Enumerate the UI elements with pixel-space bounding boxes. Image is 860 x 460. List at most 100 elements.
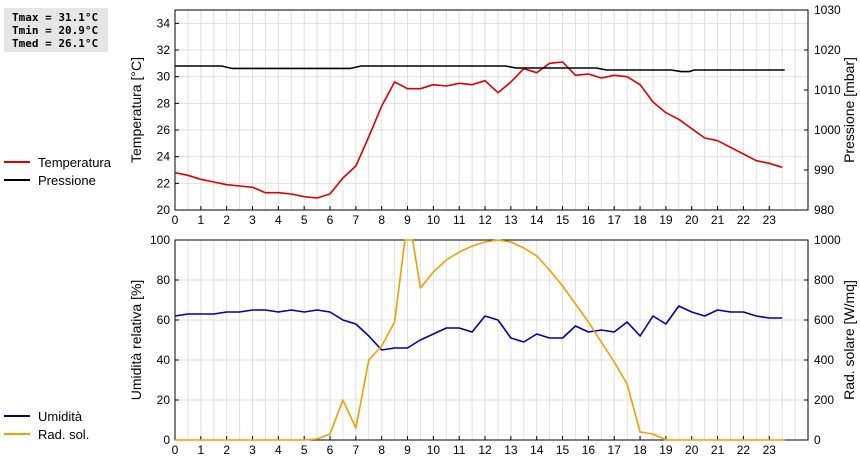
series-line-rad-sol bbox=[175, 239, 785, 441]
x-tick-label: 9 bbox=[404, 443, 411, 457]
legend-item-rad-sol: Rad. sol. bbox=[4, 425, 89, 443]
y-tick-label-right: 980 bbox=[814, 203, 834, 217]
x-tick-label: 18 bbox=[633, 213, 647, 227]
x-tick-label: 0 bbox=[172, 443, 179, 457]
x-tick-label: 6 bbox=[327, 213, 334, 227]
series-line-temperatura bbox=[175, 61, 783, 199]
x-tick-label: 14 bbox=[530, 443, 544, 457]
legend-item-umidita: Umidità bbox=[4, 407, 89, 425]
x-tick-label: 7 bbox=[353, 443, 360, 457]
x-tick-label: 19 bbox=[659, 443, 673, 457]
x-tick-label: 4 bbox=[275, 213, 282, 227]
legend-label: Pressione bbox=[38, 172, 96, 188]
x-tick-label: 3 bbox=[249, 213, 256, 227]
y-tick-label-left: 26 bbox=[157, 123, 171, 137]
legend-label: Rad. sol. bbox=[38, 426, 90, 442]
x-tick-label: 10 bbox=[427, 443, 441, 457]
x-tick-label: 8 bbox=[378, 213, 385, 227]
y-tick-label-left: 20 bbox=[157, 203, 171, 217]
y-axis-title-left: Temperatura [°C] bbox=[128, 57, 144, 163]
legend-item-pressione: Pressione bbox=[4, 171, 111, 189]
x-tick-label: 16 bbox=[582, 213, 596, 227]
plot-area bbox=[175, 10, 808, 210]
x-tick-label: 11 bbox=[453, 443, 466, 457]
x-tick-label: 21 bbox=[711, 443, 725, 457]
y-tick-label-right: 1010 bbox=[814, 83, 841, 97]
y-axis-title-left: Umidità relativa [%] bbox=[128, 280, 144, 401]
legend-bottom: Umidità Rad. sol. bbox=[4, 407, 89, 443]
tmin-text: Tmin = 20.9°C bbox=[12, 24, 99, 37]
y-tick-label-left: 34 bbox=[157, 16, 171, 30]
x-tick-label: 15 bbox=[556, 443, 570, 457]
y-tick-label-right: 1020 bbox=[814, 43, 841, 57]
y-tick-label-right: 1030 bbox=[814, 3, 841, 17]
y-tick-label-left: 80 bbox=[157, 273, 171, 287]
y-tick-label-left: 0 bbox=[163, 433, 170, 447]
series-line-umidit bbox=[175, 305, 783, 351]
x-tick-label: 13 bbox=[504, 443, 518, 457]
x-tick-label: 5 bbox=[301, 443, 308, 457]
x-tick-label: 0 bbox=[172, 213, 179, 227]
x-tick-label: 1 bbox=[197, 213, 204, 227]
y-tick-label-left: 32 bbox=[157, 43, 171, 57]
x-tick-label: 20 bbox=[685, 443, 699, 457]
x-tick-label: 20 bbox=[685, 213, 699, 227]
x-tick-label: 22 bbox=[737, 213, 751, 227]
legend-top: Temperatura Pressione bbox=[4, 153, 111, 189]
x-tick-label: 7 bbox=[353, 213, 360, 227]
x-tick-label: 2 bbox=[223, 443, 230, 457]
y-tick-label-right: 990 bbox=[814, 163, 834, 177]
y-axis-title-right: Pressione [mbar] bbox=[841, 57, 857, 163]
x-tick-label: 17 bbox=[608, 213, 622, 227]
x-tick-label: 3 bbox=[249, 443, 256, 457]
y-tick-label-left: 22 bbox=[157, 176, 171, 190]
y-tick-label-left: 30 bbox=[157, 70, 171, 84]
y-tick-label-right: 1000 bbox=[814, 233, 841, 247]
x-tick-label: 12 bbox=[478, 213, 492, 227]
x-tick-label: 2 bbox=[223, 213, 230, 227]
x-tick-label: 5 bbox=[301, 213, 308, 227]
x-tick-label: 8 bbox=[378, 443, 385, 457]
tmax-text: Tmax = 31.1°C bbox=[12, 11, 99, 24]
y-tick-label-right: 200 bbox=[814, 393, 834, 407]
y-tick-label-left: 60 bbox=[157, 313, 171, 327]
legend-item-temperatura: Temperatura bbox=[4, 153, 111, 171]
x-tick-label: 18 bbox=[633, 443, 647, 457]
x-tick-label: 9 bbox=[404, 213, 411, 227]
chart-panel-2: 0 1 2 3 4 5 6 7 8 9 10 11 12 13 14 15 16 17 18 19 20 21 22 2302… bbox=[128, 233, 857, 457]
x-tick-label: 21 bbox=[711, 213, 725, 227]
x-tick-label: 19 bbox=[659, 213, 673, 227]
x-tick-label: 13 bbox=[504, 213, 518, 227]
plot-frame bbox=[174, 239, 809, 441]
x-tick-label: 12 bbox=[478, 443, 492, 457]
legend-swatch bbox=[4, 179, 30, 181]
x-tick-label: 10 bbox=[427, 213, 441, 227]
y-tick-label-left: 40 bbox=[157, 353, 171, 367]
y-tick-label-left: 28 bbox=[157, 96, 171, 110]
y-tick-label-left: 20 bbox=[157, 393, 171, 407]
legend-swatch bbox=[4, 415, 30, 417]
tmed-text: Tmed = 26.1°C bbox=[12, 37, 99, 50]
legend-label: Umidità bbox=[38, 408, 83, 424]
plot-area bbox=[175, 240, 808, 440]
y-tick-label-right: 1000 bbox=[814, 123, 841, 137]
series-line-pressione bbox=[175, 65, 785, 73]
x-tick-label: 23 bbox=[763, 443, 777, 457]
legend-swatch bbox=[4, 433, 30, 435]
x-tick-label: 15 bbox=[556, 213, 570, 227]
y-tick-label-left: 100 bbox=[150, 233, 170, 247]
x-tick-label: 16 bbox=[582, 443, 596, 457]
x-tick-label: 17 bbox=[608, 443, 622, 457]
x-tick-label: 23 bbox=[763, 213, 777, 227]
legend-swatch bbox=[4, 161, 30, 163]
y-tick-label-right: 600 bbox=[814, 313, 834, 327]
chart-panel-1: 0 1 2 3 4 5 6 7 8 9 10 11 12 13 14 15 16 17 18 19 20 21 22 2320… bbox=[128, 3, 857, 227]
x-tick-label: 22 bbox=[737, 443, 751, 457]
y-tick-label-right: 0 bbox=[814, 433, 821, 447]
x-tick-label: 4 bbox=[275, 443, 282, 457]
x-tick-label: 6 bbox=[327, 443, 334, 457]
legend-label: Temperatura bbox=[38, 154, 111, 170]
y-axis-title-right: Rad. solare [W/mq] bbox=[841, 280, 857, 400]
x-tick-label: 1 bbox=[197, 443, 204, 457]
